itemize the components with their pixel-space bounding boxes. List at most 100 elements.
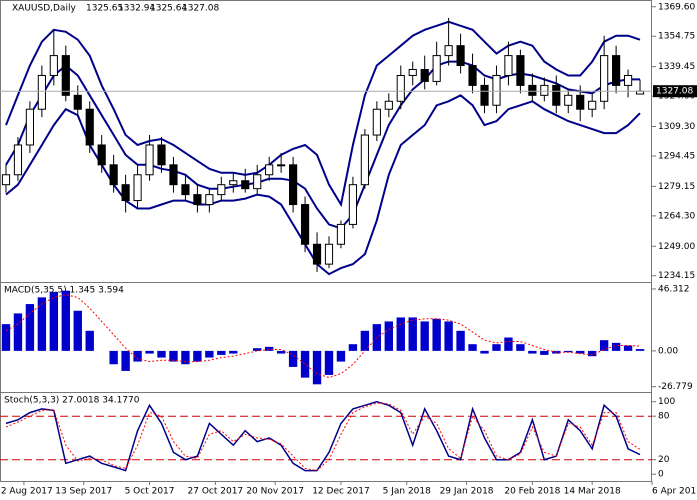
candle-body — [145, 144, 154, 176]
candle-body — [289, 164, 298, 206]
candle-body — [588, 100, 597, 110]
histogram-bar — [480, 350, 489, 354]
y-tick-label: 100 — [658, 397, 675, 407]
y-tick-label: 1294.45 — [658, 151, 695, 161]
candle-body — [420, 69, 429, 82]
candle-body — [133, 174, 142, 202]
candle-body — [456, 45, 465, 67]
candle-body — [576, 94, 585, 110]
histogram-bar — [37, 297, 47, 351]
candle-body — [324, 243, 334, 265]
candle-body — [61, 55, 70, 96]
candle-body — [504, 55, 513, 76]
histogram-bar — [396, 317, 405, 351]
x-tick-label: 6 Apr 2018 — [652, 487, 697, 497]
x-tick-label: 29 Jan 2018 — [440, 487, 494, 497]
candle-body — [157, 144, 166, 166]
candle-body — [623, 74, 633, 86]
histogram-bar — [157, 350, 166, 358]
ohlc-low: 1325.64 — [150, 4, 187, 14]
x-tick-label: 20 Feb 2018 — [504, 487, 560, 497]
y-tick-label: 1309.30 — [658, 122, 695, 132]
candle-body — [600, 55, 609, 102]
y-tick-label: 20 — [658, 455, 670, 465]
candle-body — [540, 84, 549, 96]
candle-body — [564, 94, 573, 106]
y-tick-label: 1279.15 — [658, 182, 695, 192]
stoch-main-line — [5, 400, 641, 472]
histogram-bar — [408, 317, 417, 351]
y-tick-label: -26.779 — [658, 382, 693, 392]
histogram-bar — [13, 313, 23, 351]
histogram-bar — [420, 321, 429, 351]
y-tick-label: 1264.30 — [658, 211, 695, 221]
stoch-title: Stoch(5,3,3) 27.0018 34.1770 — [4, 396, 140, 406]
histogram-bar — [564, 350, 573, 353]
candle-body — [528, 84, 537, 96]
histogram-bar — [300, 350, 310, 378]
histogram-bar — [635, 349, 645, 351]
histogram-bar — [540, 350, 549, 355]
histogram-bar — [61, 290, 70, 351]
candle-body — [193, 194, 202, 206]
candle-body — [468, 65, 477, 86]
price-label-box — [653, 85, 697, 98]
candle-body — [612, 55, 621, 86]
candle-body — [13, 144, 23, 176]
candle-body — [480, 84, 489, 106]
histogram-bar — [73, 310, 82, 351]
histogram-bar — [432, 318, 441, 351]
histogram-bar — [1, 324, 11, 351]
histogram-bar — [217, 350, 226, 355]
candle-body — [300, 204, 310, 245]
histogram-bar — [85, 330, 94, 351]
x-tick-label: 5 Oct 2017 — [125, 487, 175, 497]
histogram-bar — [121, 350, 130, 371]
histogram-bar — [384, 321, 393, 351]
candle-body — [444, 45, 453, 57]
candle-body — [73, 94, 82, 110]
histogram-bar — [468, 344, 477, 351]
histogram-bar — [611, 342, 621, 351]
histogram-bar — [145, 350, 154, 354]
y-tick-label: 1369.60 — [658, 2, 695, 12]
x-tick-label: 22 Aug 2017 — [0, 487, 53, 497]
histogram-bar — [49, 292, 59, 351]
price-label: 1327.08 — [656, 87, 693, 97]
histogram-bar — [324, 350, 334, 375]
histogram-bar — [181, 350, 190, 365]
x-tick-label: 13 Sep 2017 — [55, 487, 112, 497]
candle-body — [253, 174, 262, 190]
histogram-bar — [599, 340, 609, 351]
histogram-bar — [264, 346, 274, 351]
histogram-bar — [587, 350, 597, 357]
candle-body — [516, 55, 525, 86]
candle-body — [181, 184, 190, 196]
histogram-bar — [516, 344, 525, 351]
y-tick-label: 0.00 — [658, 346, 678, 356]
signal-line — [5, 402, 641, 472]
signal-line — [5, 294, 641, 379]
candle-body — [229, 180, 238, 186]
candle-body — [169, 164, 178, 186]
x-tick-label: 27 Oct 2017 — [188, 487, 244, 497]
candle-body — [1, 174, 11, 186]
ohlc-close: 1327.08 — [182, 4, 219, 14]
y-tick-label: 0 — [658, 470, 664, 480]
histogram-bar — [348, 344, 358, 351]
x-tick-label: 12 Dec 2017 — [312, 487, 370, 497]
x-tick-label: 5 Jan 2018 — [383, 487, 431, 497]
histogram-bar — [25, 304, 35, 351]
candle-body — [384, 100, 393, 110]
histogram-bar — [253, 348, 262, 351]
candle-body — [97, 144, 106, 166]
candle-body — [241, 180, 250, 190]
candle-body — [121, 184, 130, 202]
histogram-bar — [169, 350, 178, 362]
histogram-bar — [288, 350, 298, 367]
histogram-bar — [456, 330, 465, 351]
candle-body — [336, 223, 346, 245]
histogram-bar — [360, 330, 370, 351]
candle-body — [396, 74, 405, 102]
bollinger-band — [5, 20, 641, 208]
